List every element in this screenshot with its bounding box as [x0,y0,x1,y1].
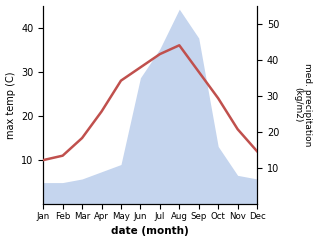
Y-axis label: med. precipitation
(kg/m2): med. precipitation (kg/m2) [293,63,313,147]
X-axis label: date (month): date (month) [111,227,189,236]
Y-axis label: max temp (C): max temp (C) [5,71,16,139]
